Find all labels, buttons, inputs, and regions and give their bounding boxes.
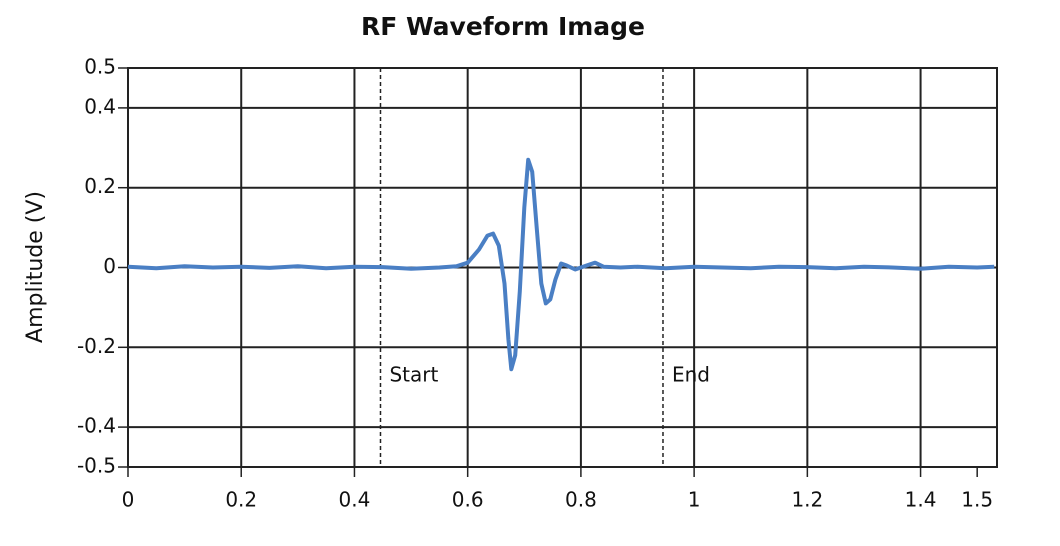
x-tick-label: 0.4: [339, 488, 371, 512]
x-tick-label: 0.8: [565, 488, 597, 512]
y-tick-label: 0.2: [84, 174, 116, 198]
y-tick-label: -0.2: [77, 334, 116, 358]
x-tick-label: 0.2: [225, 488, 257, 512]
y-tick-label: 0: [103, 254, 116, 278]
y-tick-label: -0.4: [77, 414, 116, 438]
x-tick-label: 1.4: [905, 488, 937, 512]
waveform-line: [127, 157, 995, 372]
x-tick-label: 1: [688, 488, 701, 512]
y-tick-label: 0.5: [84, 55, 116, 79]
chart-title: RF Waveform Image: [361, 12, 645, 41]
marker-label: End: [672, 363, 710, 387]
y-axis-label: Amplitude (V): [23, 191, 48, 343]
y-tick-label: -0.5: [77, 454, 116, 478]
x-tick-label: 0.6: [452, 488, 484, 512]
x-tick-label: 0: [122, 488, 135, 512]
y-tick-label: 0.4: [84, 94, 116, 118]
x-tick-label: 1.2: [791, 488, 823, 512]
marker-label: Start: [389, 363, 438, 387]
x-tick-label: 1.5: [961, 488, 993, 512]
